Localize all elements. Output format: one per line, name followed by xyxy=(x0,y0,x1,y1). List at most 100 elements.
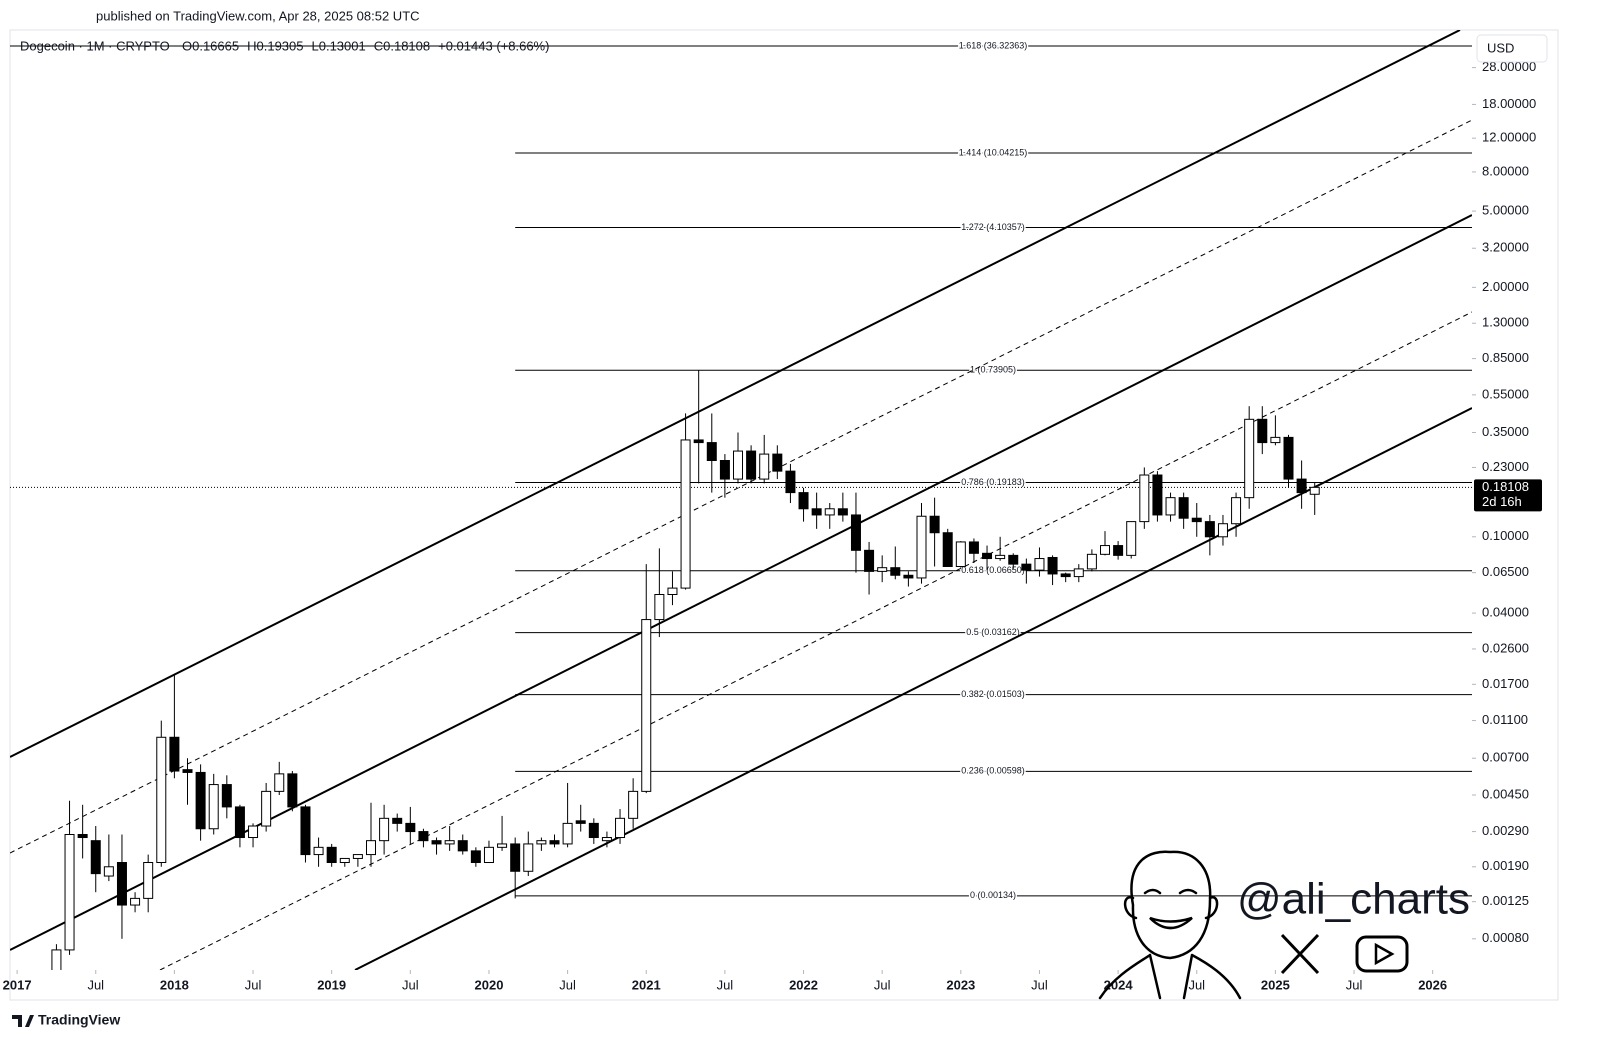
candle-body-down xyxy=(1178,497,1189,519)
candle-body-up xyxy=(208,784,219,830)
candle-body-up xyxy=(1165,497,1176,516)
candle-body-up xyxy=(1034,558,1045,571)
candle-body-up xyxy=(444,840,455,845)
candle-body-up xyxy=(1231,497,1242,525)
x-tick-label: Jul xyxy=(874,977,891,992)
candle-body-up xyxy=(995,554,1006,560)
candle-body-up xyxy=(1217,523,1228,538)
candle-body-down xyxy=(1008,554,1019,565)
candle-body-down xyxy=(1152,474,1163,516)
candle-body-down xyxy=(457,840,468,852)
candle-body-up xyxy=(51,949,62,970)
candle-body-up xyxy=(877,567,888,572)
y-tick-label: 3.20000 xyxy=(1482,240,1529,255)
candle-body-down xyxy=(588,822,599,839)
fib-label: 1 (0.73905) xyxy=(970,365,1016,375)
x-tick-label: Jul xyxy=(245,977,262,992)
candle-body-down xyxy=(693,439,704,444)
fib-label: 0.618 (0.06650) xyxy=(961,565,1025,575)
candle-body-down xyxy=(1257,418,1268,444)
price-tag-countdown: 2d 16h xyxy=(1482,494,1522,509)
candle-body-up xyxy=(523,843,534,872)
x-tick-label: 2018 xyxy=(160,977,189,992)
channel-mid-line xyxy=(10,119,1472,854)
fib-label: 0.236 (0.00598) xyxy=(961,766,1025,776)
price-tag-box xyxy=(1474,479,1542,512)
candle-body-up xyxy=(248,825,259,839)
candle-body-down xyxy=(300,806,311,856)
candle-body-up xyxy=(615,817,626,839)
currency-label[interactable]: USD xyxy=(1487,40,1514,55)
ohlc-label: H0.19305 xyxy=(247,38,303,53)
y-tick-label: 5.00000 xyxy=(1482,203,1529,218)
channel-mid-line xyxy=(159,311,1472,970)
candle-body-down xyxy=(90,840,101,875)
candle-body-up xyxy=(313,846,324,856)
candle-body-down xyxy=(837,508,848,516)
candle-body-down xyxy=(850,514,861,551)
y-tick-label: 0.02600 xyxy=(1482,640,1529,655)
y-tick-label: 0.00450 xyxy=(1482,786,1529,801)
legend: Dogecoin · 1M · CRYPTO O0.16665 H0.19305 L… xyxy=(20,38,549,53)
candle-body-up xyxy=(1086,553,1097,570)
avatar-eyes xyxy=(1143,888,1198,895)
candle-body-down xyxy=(1283,436,1294,480)
y-tick-label: 0.23000 xyxy=(1482,459,1529,474)
candle-body-down xyxy=(169,736,180,772)
candle-body-down xyxy=(392,817,403,824)
candles xyxy=(51,370,1320,970)
candle-body-up xyxy=(352,854,363,859)
candle-body-down xyxy=(982,552,993,560)
y-tick-label: 18.00000 xyxy=(1482,96,1536,111)
y-tick-label: 0.01700 xyxy=(1482,676,1529,691)
candle-body-down xyxy=(326,846,337,864)
fib-label: 1.272 (4.10357) xyxy=(961,222,1025,232)
candle-body-up xyxy=(1139,474,1150,523)
y-tick-label: 0.06500 xyxy=(1482,564,1529,579)
channel-line xyxy=(10,30,1461,758)
fib-label: 0.5 (0.03162) xyxy=(966,627,1020,637)
currency-box[interactable] xyxy=(1476,34,1548,63)
candle-body-down xyxy=(746,450,757,480)
x-tick-label: 2024 xyxy=(1104,977,1134,992)
candle-body-down xyxy=(77,833,88,839)
candle-body-up xyxy=(955,541,966,567)
candle-body-down xyxy=(719,460,730,480)
candle-body-up xyxy=(366,840,376,856)
x-tick-label: 2022 xyxy=(789,977,818,992)
candle-body-down xyxy=(798,492,809,510)
youtube-frame xyxy=(1355,935,1409,973)
x-tick-label: 2017 xyxy=(3,977,32,992)
fib-label: 0.382 (0.01503) xyxy=(961,689,1025,699)
candle-body-down xyxy=(405,822,416,833)
y-tick-label: 0.10000 xyxy=(1482,528,1529,543)
x-tick-label: Jul xyxy=(717,977,734,992)
candle-body-down xyxy=(942,532,953,567)
y-tick-label: 0.01100 xyxy=(1482,712,1528,727)
y-tick-label: 1.30000 xyxy=(1482,315,1529,330)
candle-body-down xyxy=(968,541,979,554)
footer-logo xyxy=(12,1015,34,1027)
candle-body-up xyxy=(156,736,167,864)
y-tick-label: 0.04000 xyxy=(1482,605,1529,620)
x-tick-label: 2026 xyxy=(1418,977,1447,992)
ohlc-values: O0.16665 H0.19305 L0.13001 C0.18108 +0.01443… xyxy=(182,38,549,53)
candle-body-up xyxy=(1126,521,1137,556)
avatar-smile xyxy=(1149,916,1193,930)
x-tick-label: 2020 xyxy=(475,977,504,992)
y-axis: 28.00000 18.00000 12.00000 8.00000 5.00000 3.… xyxy=(1472,59,1536,945)
x-logo-mark xyxy=(1280,933,1320,975)
candle-body-down xyxy=(1204,521,1215,538)
y-tick-label: 2.00000 xyxy=(1482,279,1529,294)
candle-body-up xyxy=(1270,436,1281,444)
x-tick-label: 2021 xyxy=(632,977,661,992)
candle-body-up xyxy=(483,846,494,864)
candle-body-down xyxy=(1296,478,1307,494)
footer: TradingView xyxy=(12,1012,120,1028)
watermark xyxy=(1098,850,1242,1000)
y-tick-label: 0.00125 xyxy=(1482,893,1529,908)
candle-body-down xyxy=(1191,517,1202,523)
candle-body-down xyxy=(549,840,560,845)
youtube-logo xyxy=(1355,935,1409,973)
